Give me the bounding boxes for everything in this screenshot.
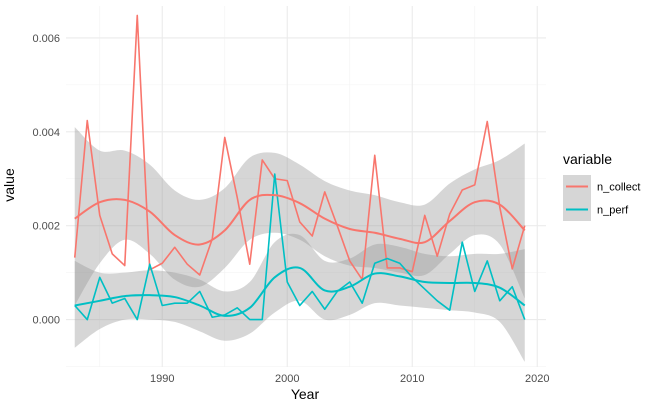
series-line-n_collect [73, 14, 526, 281]
y-tick-label: 0.006 [32, 33, 60, 45]
y-tick-label: 0.000 [32, 315, 60, 327]
smooth-line-n_collect [74, 193, 526, 246]
x-tick-label: 2010 [400, 373, 424, 385]
series-line-n_perf [74, 173, 526, 321]
legend-label-n_perf: n_perf [597, 205, 629, 217]
series-lines [73, 14, 526, 321]
legend: variable n_collect n_perf [563, 151, 640, 221]
x-tick-label: 2020 [525, 373, 549, 385]
y-axis-title: value [1, 168, 17, 202]
x-tick-label: 1990 [150, 373, 174, 385]
legend-title: variable [563, 151, 612, 167]
x-axis-title: Year [291, 386, 320, 402]
y-tick-label: 0.002 [32, 221, 60, 233]
confidence-band-n_perf [74, 233, 525, 362]
confidence-bands [74, 127, 525, 362]
confidence-band-n_collect [74, 127, 525, 306]
smooth-line-n_perf [74, 266, 526, 317]
x-tick-label: 2000 [275, 373, 299, 385]
y-tick-label: 0.004 [32, 127, 60, 139]
y-tick-labels: 0.000 0.002 0.004 0.006 [32, 33, 60, 327]
x-tick-labels: 1990 2000 2010 2020 [150, 373, 549, 385]
legend-label-n_collect: n_collect [597, 182, 640, 194]
